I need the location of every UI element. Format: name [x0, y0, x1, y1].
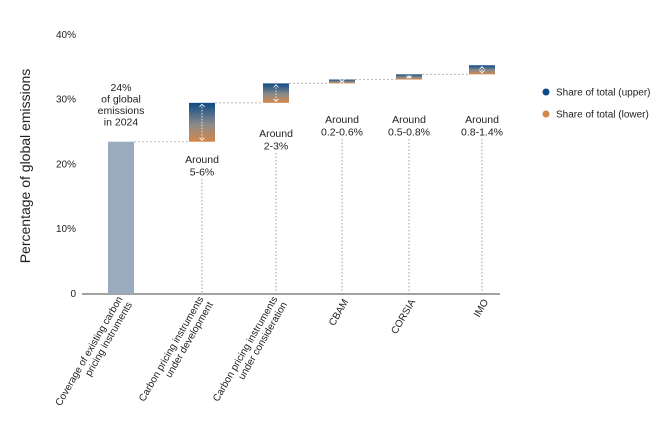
legend: Share of total (upper) Share of total (lo…	[542, 88, 651, 121]
range-arrow-down	[199, 137, 205, 141]
range-arrow-down	[339, 79, 345, 83]
increment-annotation: 5-6%	[190, 167, 215, 179]
category-label: CBAM	[327, 298, 351, 329]
increment-annotation: Around	[392, 114, 426, 126]
range-arrow-up	[406, 75, 412, 79]
bar-annotation: 24%	[110, 82, 131, 94]
increment-bar	[396, 74, 422, 80]
category-label-line: Coverage of existing carbon	[54, 295, 126, 408]
increment-annotation: 0.2-0.6%	[321, 127, 363, 139]
increment-annotation: Around	[465, 114, 499, 126]
range-arrow-down	[406, 75, 412, 79]
range-arrow-down	[273, 98, 279, 102]
category-label-line: CORSIA	[389, 297, 418, 336]
range-arrow-up	[479, 66, 485, 70]
increment-annotation: 0.8-1.4%	[461, 127, 503, 139]
increment-annotation: Around	[325, 114, 359, 126]
category-label-line: IMO	[472, 297, 491, 319]
legend-label: Share of total (upper)	[556, 88, 651, 99]
y-tick-label: 30%	[56, 95, 76, 106]
bars	[108, 65, 495, 294]
y-axis-label: Percentage of global emissions	[17, 69, 33, 264]
category-label-line: CBAM	[327, 298, 351, 329]
range-arrow-up	[339, 80, 345, 84]
legend-label: Share of total (lower)	[556, 110, 649, 121]
category-label-line: Carbon pricing instruments	[137, 295, 206, 404]
bar-annotation: of global	[101, 94, 141, 106]
y-tick-label: 0	[70, 289, 76, 300]
bar-annotation: in 2024	[104, 117, 139, 129]
increment-annotation: 2-3%	[264, 141, 289, 153]
increment-bar	[263, 83, 289, 103]
category-label: IMO	[472, 297, 491, 319]
y-tick-label: 20%	[56, 159, 76, 170]
range-arrow-down	[479, 70, 485, 74]
increment-annotation: 0.5-0.8%	[388, 127, 430, 139]
y-axis: 0 10% 20% 30% 40%	[56, 30, 500, 300]
increment-annotation: Around	[185, 154, 219, 166]
category-label: CORSIA	[389, 297, 418, 336]
bar-existing-coverage	[108, 141, 134, 294]
range-arrow-up	[199, 103, 205, 108]
bar-annotation: emissions	[98, 105, 145, 117]
legend-marker	[542, 110, 550, 118]
y-tick-label: 40%	[56, 30, 76, 41]
range-arrow-up	[273, 84, 279, 88]
category-label-line: Carbon pricing instruments	[211, 295, 280, 404]
increment-annotation: Around	[259, 128, 293, 140]
y-tick-label: 10%	[56, 224, 76, 235]
legend-marker	[542, 88, 550, 96]
